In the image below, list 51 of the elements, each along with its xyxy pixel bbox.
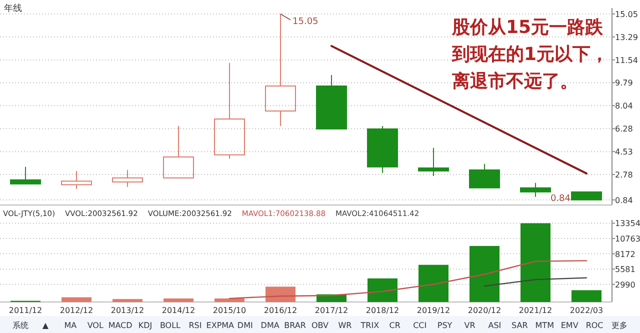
candlestick (10, 166, 41, 184)
bar (520, 223, 550, 302)
x-tick-label: 2019/12 (416, 306, 450, 315)
candlestick (469, 163, 500, 188)
bar (164, 298, 194, 302)
bar (470, 246, 500, 302)
y-tick-label: 11.54 (615, 56, 638, 65)
candlestick (163, 125, 194, 178)
line-series (228, 260, 588, 300)
chart-title: 年线 (4, 3, 22, 14)
x-tick-label: 2014/12 (162, 306, 196, 315)
x-tick-label: 2011/12 (8, 306, 42, 315)
y-tick-label: 2990 (615, 280, 636, 290)
bar (368, 278, 398, 302)
bar (214, 298, 244, 302)
y-tick-label: 4.53 (615, 148, 633, 157)
annotation: 0.84 (550, 194, 571, 204)
y-tick-label: 5581 (615, 265, 636, 274)
y-tick-label: 13.29 (615, 32, 638, 42)
x-tick-label: 2013/12 (110, 306, 144, 315)
x-tick-label: 2021/12 (518, 306, 552, 315)
bar (572, 290, 602, 302)
y-tick-label: 13354 (615, 219, 640, 228)
y-tick-label: 9.79 (615, 78, 633, 88)
annotation: 股价从15元一路跌到现在的1元以下，离退市不远了。 (452, 16, 610, 94)
x-tick-label: 2018/12 (366, 306, 400, 315)
y-tick-label: 15.05 (615, 10, 638, 19)
y-tick-label: 2.78 (615, 170, 633, 180)
y-tick-label: 8172 (615, 250, 636, 259)
bar (62, 297, 92, 302)
candlestick (418, 147, 449, 176)
annotation: 15.05 (292, 16, 318, 27)
x-tick-label: 2016/12 (264, 306, 298, 315)
x-tick-label: 2020/12 (468, 306, 502, 315)
y-tick-label: 8.04 (615, 102, 633, 111)
bar (418, 264, 448, 302)
y-tick-label: 6.28 (615, 124, 633, 134)
x-tick-label: 2017/12 (314, 306, 348, 315)
bar (266, 286, 296, 302)
candlestick (112, 169, 143, 188)
x-tick-label: 2012/12 (60, 306, 94, 315)
y-tick-label: 0.84 (615, 196, 633, 205)
text: 系统 ▲ MA VOL MACD KDJ BOLL RSI EXPMA DMI DMA BRAR OBV WR TRIX CR CCI PSY VR ASI SAR MTM EMV ROC 更多 (12, 321, 628, 330)
candlestick (316, 74, 347, 130)
x-tick-label: 2022/03 (570, 306, 604, 315)
candlestick (520, 182, 551, 198)
bar (112, 299, 142, 302)
y-tick-label: 10763 (615, 234, 640, 244)
candlestick (571, 191, 602, 200)
candlestick (61, 170, 92, 190)
x-tick-label: 2015/10 (212, 306, 246, 315)
